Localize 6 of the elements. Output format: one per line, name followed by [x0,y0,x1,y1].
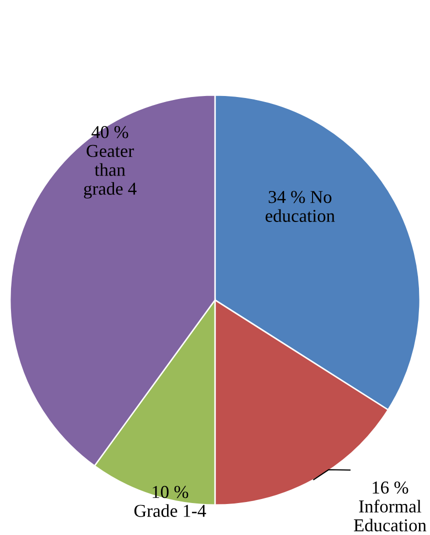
slice-label: 34 % No education [266,190,335,222]
data-label: 10 % [152,486,188,498]
data-label: 16 % [372,481,408,494]
slice-label: Geater than grade 4 [84,144,137,199]
slice-label: Grade 1-4 [134,504,206,517]
slice-label: Informal Education [354,500,426,532]
